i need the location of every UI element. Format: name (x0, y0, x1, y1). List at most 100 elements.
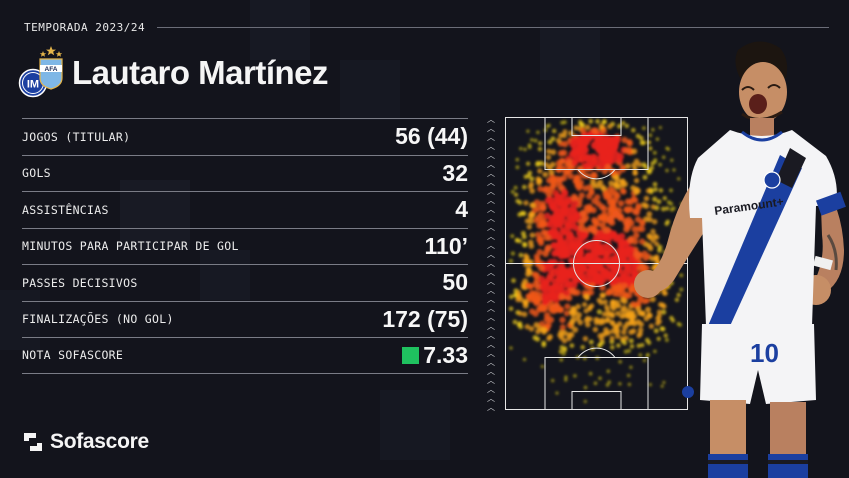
heat-spot (583, 385, 588, 390)
heat-spot (515, 289, 522, 296)
heat-spot (628, 286, 636, 294)
heat-spot (674, 297, 680, 302)
chevron-up-icon: ︿ (487, 304, 495, 313)
heat-spot (571, 216, 579, 224)
heat-spot (572, 177, 579, 185)
heat-spot (631, 208, 639, 215)
heat-spot (618, 359, 623, 364)
heat-spot (541, 342, 547, 348)
chevron-up-icon: ︿ (487, 295, 495, 304)
heat-spot (660, 326, 666, 332)
heat-spot (545, 321, 552, 329)
heat-spot (552, 205, 560, 213)
heat-spot (621, 282, 628, 290)
heat-spot (603, 226, 611, 234)
heat-spot (557, 198, 565, 207)
heat-spot (588, 118, 594, 124)
heat-spot (587, 306, 593, 312)
chevron-up-icon: ︿ (487, 349, 495, 358)
heat-spot (522, 298, 529, 305)
heat-spot (508, 258, 514, 264)
heat-spot (645, 188, 651, 194)
heat-spot (648, 323, 655, 329)
heat-spot (550, 149, 557, 156)
heat-spot (513, 192, 519, 197)
heat-spot (630, 328, 637, 334)
heat-spot (615, 156, 623, 164)
heat-spot (646, 211, 653, 217)
heat-spot (559, 226, 567, 235)
heat-spot (579, 209, 587, 217)
heat-spot (584, 294, 590, 301)
heat-spot (524, 218, 531, 224)
stat-row-minutes-per-goal-involvement: MINUTOS PARA PARTICIPAR DE GOL 110’ (22, 227, 468, 265)
chevron-up-icon: ︿ (487, 322, 495, 331)
heat-spot (547, 316, 555, 324)
heat-spot (654, 241, 660, 247)
heat-spot (623, 349, 628, 354)
heat-spot (542, 250, 549, 258)
chevron-up-icon: ︿ (487, 340, 495, 349)
heat-spot (580, 145, 589, 155)
heat-spot (662, 380, 666, 385)
chevron-up-icon: ︿ (487, 151, 495, 160)
heat-spot (619, 178, 626, 185)
heat-spot (547, 266, 555, 274)
heat-spot (538, 160, 544, 166)
heat-spot (525, 266, 532, 273)
heat-spot (628, 255, 636, 263)
heat-spot (535, 176, 541, 182)
heat-spot (517, 310, 523, 317)
heat-spot (618, 382, 622, 386)
heat-spot (664, 337, 669, 343)
heat-spot (627, 236, 634, 244)
heat-spot (564, 375, 568, 380)
heat-spot (630, 301, 637, 308)
heat-spot (643, 203, 650, 209)
heat-spot (513, 185, 518, 190)
heat-spot (599, 222, 606, 229)
heat-spot (525, 293, 532, 300)
chevron-up-icon: ︿ (487, 169, 495, 178)
heat-spot (631, 148, 638, 155)
heat-spot (600, 205, 608, 213)
heat-spot (617, 214, 625, 222)
heat-spot (559, 316, 566, 324)
heat-spot (651, 127, 655, 132)
heat-spot (652, 159, 657, 165)
heat-spot (676, 292, 681, 298)
heat-spot (626, 139, 633, 146)
heat-spot (547, 229, 555, 236)
heat-spot (537, 168, 543, 174)
heat-spot (652, 181, 658, 187)
heat-spot (538, 141, 543, 146)
player-title: IM AFA Lautaro Martínez (18, 46, 329, 100)
heat-spot (564, 378, 568, 382)
heat-spot (610, 345, 615, 350)
heat-spot (522, 302, 529, 309)
chevron-up-icon: ︿ (487, 223, 495, 232)
heat-spot (570, 193, 578, 201)
heat-spot (528, 243, 535, 249)
heat-spot (580, 216, 588, 224)
heat-spot (554, 175, 561, 183)
heat-spot (637, 327, 644, 333)
heat-spot (656, 336, 661, 341)
heat-spot (555, 391, 559, 395)
heat-spot (523, 174, 529, 179)
heat-spot (634, 216, 642, 223)
heat-spot (583, 133, 591, 142)
chevron-up-icon: ︿ (487, 160, 495, 169)
heat-spot (593, 316, 599, 323)
heat-spot (545, 154, 552, 160)
heat-spot (612, 210, 619, 218)
heat-spot (510, 251, 516, 256)
chevron-up-icon: ︿ (487, 196, 495, 205)
heat-spot (609, 136, 618, 145)
heat-spot (655, 137, 660, 141)
heat-spot (590, 178, 596, 185)
stat-value: 32 (442, 159, 468, 186)
heat-spot (641, 126, 646, 131)
heat-spot (670, 158, 674, 162)
heat-spot (642, 358, 647, 363)
